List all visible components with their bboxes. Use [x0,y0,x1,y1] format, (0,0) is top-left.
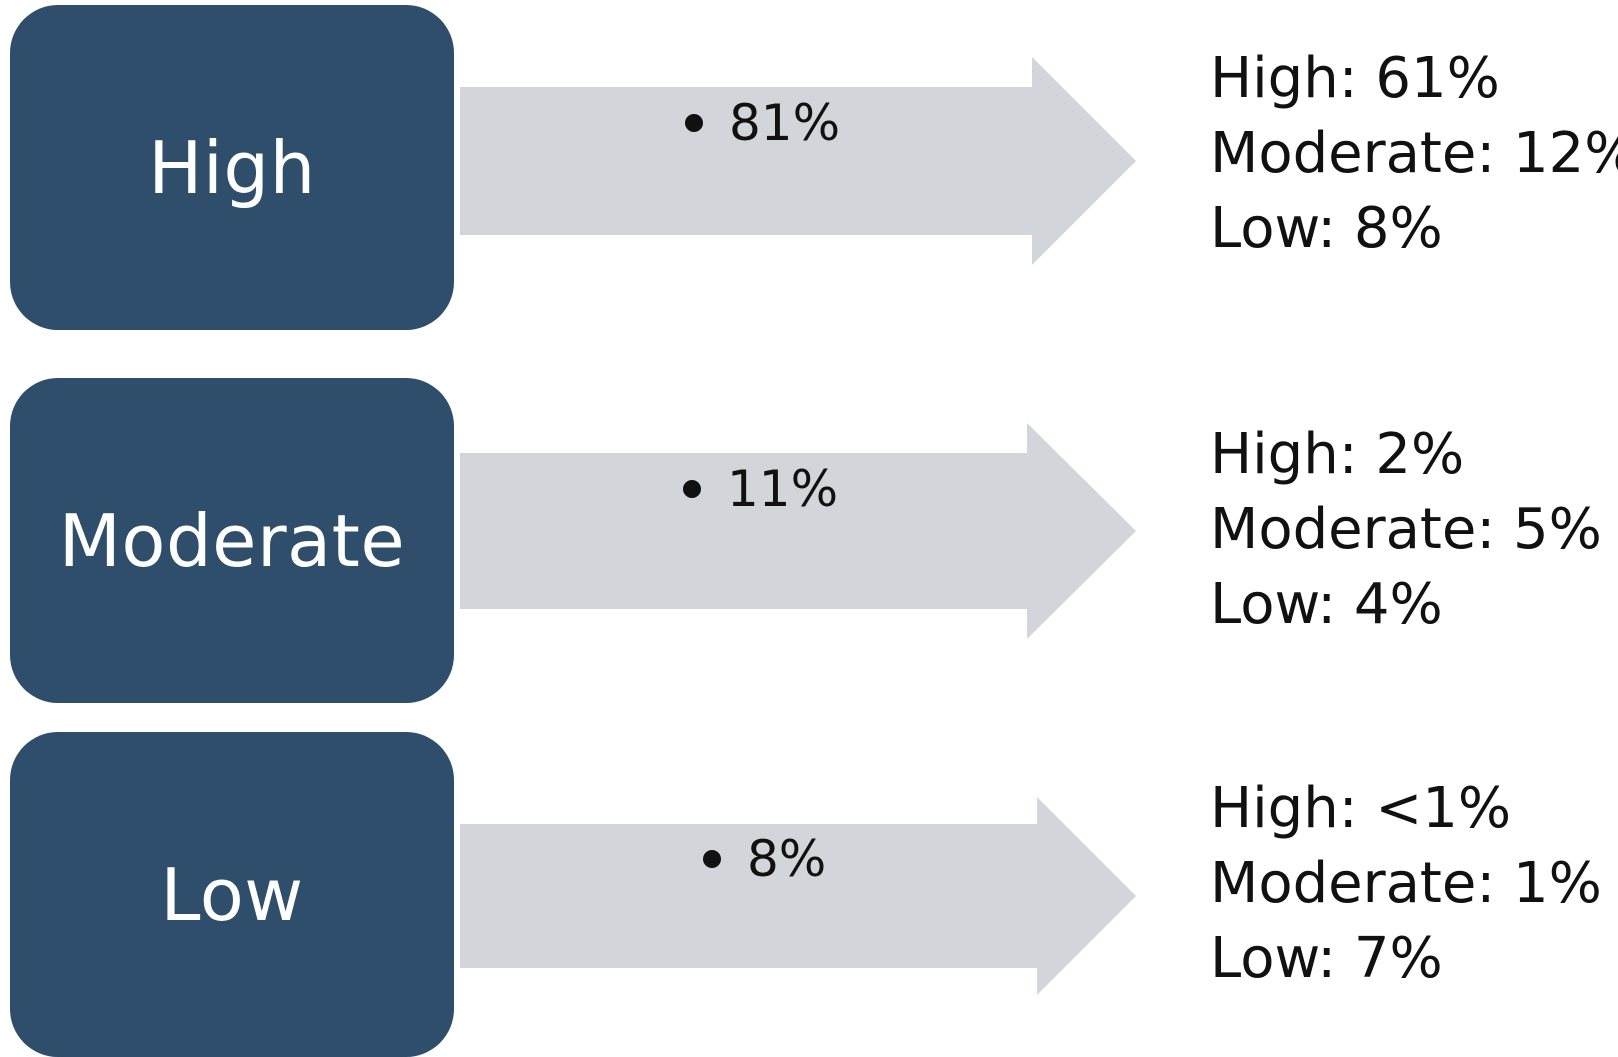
arrow-shape [460,57,1136,265]
arrow-shape [460,797,1136,995]
category-label: High [148,125,316,210]
bullet-icon [703,850,721,868]
arrow-value-moderate: 11% [683,460,838,518]
flow-arrow-high [460,57,1136,265]
arrow-value-high: 81% [685,94,840,152]
category-box-high: High [10,5,454,330]
outcome-item: Low: 8% [1210,196,1443,261]
outcome-item: High: 2% [1210,422,1465,487]
category-box-low: Low [10,732,454,1057]
outcome-item: Moderate: 12% [1210,121,1618,186]
outcome-item: Moderate: 5% [1210,497,1602,562]
bullet-icon [685,114,703,132]
arrow-value-text: 81% [729,94,841,152]
flow-arrow-low [460,797,1136,995]
flow-arrow-moderate [460,423,1136,639]
arrow-shape [460,423,1136,639]
arrow-value-text: 8% [747,830,827,888]
outcome-item: High: <1% [1210,776,1512,841]
outcome-item: Low: 4% [1210,572,1443,637]
outcome-list-low: High: <1% Moderate: 1% Low: 7% [1210,771,1602,996]
bullet-icon [683,480,701,498]
category-label: Low [160,852,304,937]
arrow-value-low: 8% [703,830,826,888]
outcome-item: Moderate: 1% [1210,851,1602,916]
category-box-moderate: Moderate [10,378,454,703]
outcome-list-high: High: 61% Moderate: 12% Low: 8% [1210,41,1618,266]
category-label: Moderate [58,498,406,583]
outcome-list-moderate: High: 2% Moderate: 5% Low: 4% [1210,417,1602,642]
arrow-value-text: 11% [727,460,839,518]
outcome-item: Low: 7% [1210,926,1443,991]
outcome-item: High: 61% [1210,46,1500,111]
